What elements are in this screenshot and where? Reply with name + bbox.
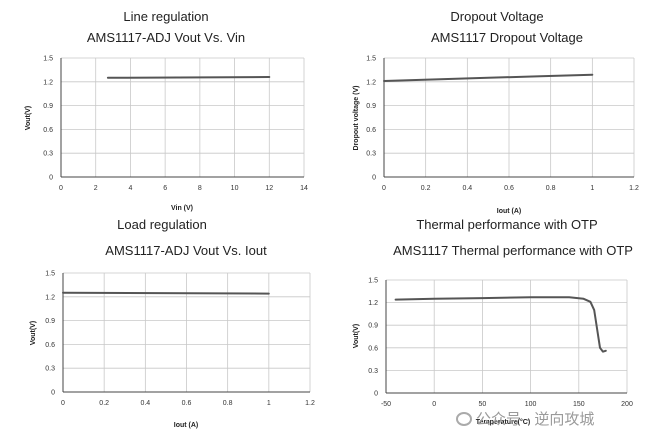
chart2-y-tick-label: 0.9 (366, 103, 376, 110)
watermark: 公众号 · 逆向攻城 (456, 408, 594, 429)
chart1-x-tick-label: 10 (231, 185, 239, 192)
chart4-x-tick-label: 0 (432, 401, 436, 408)
chart3-x-tick-label: 1 (267, 400, 271, 407)
chart2-y-tick-label: 1.2 (366, 79, 376, 86)
chart3-x-tick-label: 0.2 (99, 400, 109, 407)
chart1-x-tick-label: 8 (198, 185, 202, 192)
chart2-y-axis-label: Dropout voltage (V) (353, 86, 360, 151)
chart2-x-tick-label: 0.4 (462, 185, 472, 192)
chart3-title: Load regulation (117, 217, 207, 232)
chart3-series-line (62, 291, 270, 295)
chart1-y-tick-label: 0.9 (43, 103, 53, 110)
chart2-y-tick-label: 0.3 (366, 151, 376, 158)
chart4-x-tick-label: 200 (621, 401, 633, 408)
chart4-series-line (394, 296, 607, 353)
chart2-x-tick-label: 0 (382, 185, 386, 192)
chart4-x-tick-label: 100 (525, 401, 537, 408)
chart4-subtitle: AMS1117 Thermal performance with OTP (393, 243, 633, 258)
chart1-y-tick-label: 0.6 (43, 127, 53, 134)
chart2-title: Dropout Voltage (450, 9, 544, 24)
chat-icon (456, 411, 472, 426)
watermark-text: 公众号 · 逆向攻城 (476, 411, 595, 428)
chart2-x-tick-label: 1.2 (629, 185, 639, 192)
chart4-title: Thermal performance with OTP (416, 217, 598, 232)
chart1-x-tick-label: 2 (94, 185, 98, 192)
chart3-x-axis-label: Iout (A) (174, 422, 199, 429)
chart1-y-tick-label: 0.3 (43, 151, 53, 158)
chart2-x-tick-label: 0.8 (546, 185, 556, 192)
chart1-x-tick-label: 6 (163, 185, 167, 192)
chart4-y-tick-label: 1.2 (368, 300, 378, 307)
chart3-y-axis-label: Vout(V) (30, 321, 37, 345)
chart3-y-tick-label: 0 (51, 390, 55, 397)
chart3-x-tick-label: 0.4 (140, 400, 150, 407)
chart4-x-tick-label: 150 (573, 401, 585, 408)
chart2-x-tick-label: 0.2 (421, 185, 431, 192)
chart4-y-tick-label: 0 (374, 391, 378, 398)
chart1-x-tick-label: 12 (265, 185, 273, 192)
chart2-x-tick-label: 0.6 (504, 185, 514, 192)
chart1-y-tick-label: 1.5 (43, 56, 53, 63)
chart4-y-axis-label: Vout(V) (353, 324, 360, 348)
chart4-x-tick-label: -50 (381, 401, 391, 408)
chart1-subtitle: AMS1117-ADJ Vout Vs. Vin (86, 30, 246, 45)
chart2-x-axis-label: Iout (A) (497, 208, 522, 215)
chart3-y-tick-label: 0.3 (45, 366, 55, 373)
chart1-y-axis-label: Vout(V) (25, 106, 32, 130)
chart1-series-line (106, 76, 271, 79)
chart2-subtitle: AMS1117 Dropout Voltage (430, 30, 584, 45)
chart1-y-tick-label: 1.2 (43, 79, 53, 86)
chart2-y-tick-label: 0.6 (366, 127, 376, 134)
chart3-y-tick-label: 0.6 (45, 342, 55, 349)
chart2-series-line (383, 73, 594, 82)
chart3-x-tick-label: 0 (61, 400, 65, 407)
chart2-y-tick-label: 0 (372, 175, 376, 182)
chart3-y-tick-label: 1.5 (45, 271, 55, 278)
chart1-y-tick-label: 0 (49, 175, 53, 182)
chart4-y-tick-label: 1.5 (368, 278, 378, 285)
chart3-y-tick-label: 0.9 (45, 318, 55, 325)
chart4-y-tick-label: 0.9 (368, 323, 378, 330)
chart3-y-tick-label: 1.2 (45, 294, 55, 301)
chart2-y-tick-label: 1.5 (366, 56, 376, 63)
chart3-x-tick-label: 0.6 (182, 400, 192, 407)
chart3-x-tick-label: 1.2 (305, 400, 315, 407)
chart1-title: Line regulation (123, 9, 209, 24)
chart1-x-tick-label: 4 (128, 185, 132, 192)
chart1-x-tick-label: 0 (59, 185, 63, 192)
chart3-x-tick-label: 0.8 (223, 400, 233, 407)
chart3-subtitle: AMS1117-ADJ Vout Vs. Iout (105, 243, 267, 258)
chart1-x-axis-label: Vin (V) (171, 205, 193, 212)
chart4-x-tick-label: 50 (479, 401, 487, 408)
chart4-y-tick-label: 0.3 (368, 368, 378, 375)
chart4-x-axis-label: Temperature(°C) (476, 418, 530, 426)
chart1-x-tick-label: 14 (300, 185, 308, 192)
chart4-y-tick-label: 0.6 (368, 345, 378, 352)
chart2-x-tick-label: 1 (590, 185, 594, 192)
